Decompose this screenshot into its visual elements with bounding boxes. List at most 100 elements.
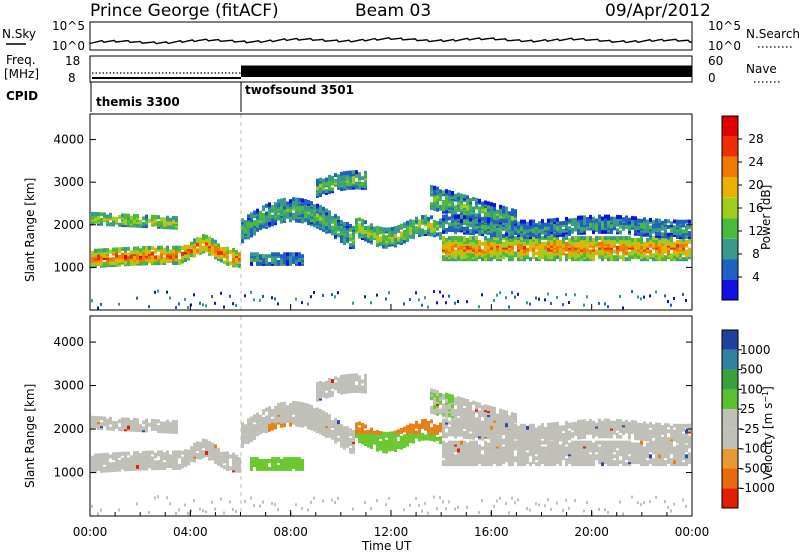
velocity-cell: [439, 393, 442, 397]
power-cell: [505, 253, 508, 258]
power-cell: [481, 249, 484, 254]
velocity-cell: [472, 440, 475, 445]
power-cell: [556, 245, 559, 250]
power-cell: [676, 243, 679, 248]
velocity-cell: [250, 457, 253, 462]
power-cell: [484, 224, 487, 229]
velocity-cell: [196, 441, 199, 446]
power-speckle: [565, 293, 567, 297]
power-cell: [343, 177, 346, 181]
power-cell: [649, 249, 652, 254]
velocity-cell: [502, 425, 505, 430]
velocity-cell: [298, 466, 301, 471]
velocity-cell: [457, 454, 460, 459]
power-cell: [292, 256, 295, 261]
velocity-cell: [448, 440, 451, 445]
velocity-cell: [442, 440, 445, 445]
velocity-cell: [358, 427, 361, 432]
velocity-cell: [175, 456, 178, 461]
velocity-cell: [457, 432, 460, 437]
power-cell: [442, 199, 445, 204]
power-cell: [319, 183, 322, 188]
velocity-cell: [448, 399, 451, 404]
power-cell: [481, 241, 484, 246]
power-cell: [346, 222, 349, 226]
power-cell: [637, 251, 640, 256]
power-cell: [373, 226, 376, 231]
power-cell: [490, 217, 493, 222]
power-speckle: [538, 297, 540, 301]
power-cell: [628, 217, 631, 222]
power-cell: [427, 216, 430, 221]
velocity-cell: [502, 409, 505, 414]
power-speckle: [622, 306, 624, 310]
velocity-cell: [535, 462, 538, 467]
power-cell: [595, 218, 598, 223]
power-cell: [454, 205, 457, 210]
velocity-cell: [241, 443, 244, 448]
velocity-cell: [496, 434, 499, 439]
power-cell: [286, 259, 289, 264]
power-cell: [589, 249, 592, 254]
velocity-cell: [316, 395, 319, 400]
velocity-cell: [340, 435, 343, 440]
velocity-cell: [454, 440, 457, 445]
velocity-cell: [499, 422, 502, 427]
power-cell: [259, 254, 262, 259]
velocity-cell: [490, 446, 493, 451]
power-cell: [166, 215, 169, 220]
power-speckle: [310, 295, 312, 299]
power-cell: [316, 220, 319, 225]
power-cell: [91, 256, 94, 261]
velocity-speckle: [262, 500, 264, 504]
velocity-cell: [130, 455, 133, 460]
power-cell: [379, 230, 382, 235]
power-speckle: [619, 294, 621, 298]
velocity-cell: [343, 380, 346, 385]
velocity-cell: [325, 430, 328, 434]
power-cell: [685, 249, 688, 254]
velocity-cell: [316, 417, 319, 422]
power-cell: [562, 221, 565, 225]
velocity-cell: [520, 440, 523, 445]
power-speckle: [352, 301, 354, 305]
power-cell: [286, 205, 289, 210]
sky-right-label: N.Search: [746, 27, 800, 41]
power-cell: [181, 251, 184, 256]
power-cell: [214, 239, 217, 244]
cpid-label: CPID: [6, 89, 38, 103]
velocity-cell: [493, 424, 496, 429]
power-cell: [151, 245, 154, 250]
power-cell: [520, 233, 523, 238]
velocity-cell: [337, 385, 340, 390]
power-cell: [511, 230, 514, 235]
velocity-speckle: [448, 500, 450, 504]
velocity-cell: [178, 450, 181, 455]
power-cell: [424, 214, 427, 219]
power-cell: [376, 243, 379, 248]
velocity-cell: [241, 440, 244, 444]
velocity-cell: [235, 462, 238, 467]
power-cell: [106, 248, 109, 252]
power-cell: [673, 255, 676, 260]
power-cell: [154, 218, 157, 223]
velocity-cell: [187, 449, 190, 454]
power-cell: [679, 253, 682, 258]
velocity-cell: [202, 438, 205, 443]
velocity-cell: [301, 421, 304, 426]
velocity-cell: [502, 413, 505, 418]
velocity-cell: [430, 437, 433, 441]
power-cell: [586, 251, 589, 256]
power-cell: [679, 219, 682, 224]
velocity-cell: [163, 452, 166, 457]
velocity-cell: [364, 442, 367, 446]
power-cell: [169, 225, 172, 230]
velocity-speckle: [352, 507, 354, 511]
power-speckle: [259, 298, 261, 302]
power-cell: [472, 241, 475, 246]
velocity-cell: [460, 440, 463, 445]
power-cell: [565, 220, 568, 225]
freq-right-tick-bottom: 0: [708, 71, 716, 85]
power-cell: [115, 216, 118, 221]
velocity-cell: [493, 460, 496, 465]
